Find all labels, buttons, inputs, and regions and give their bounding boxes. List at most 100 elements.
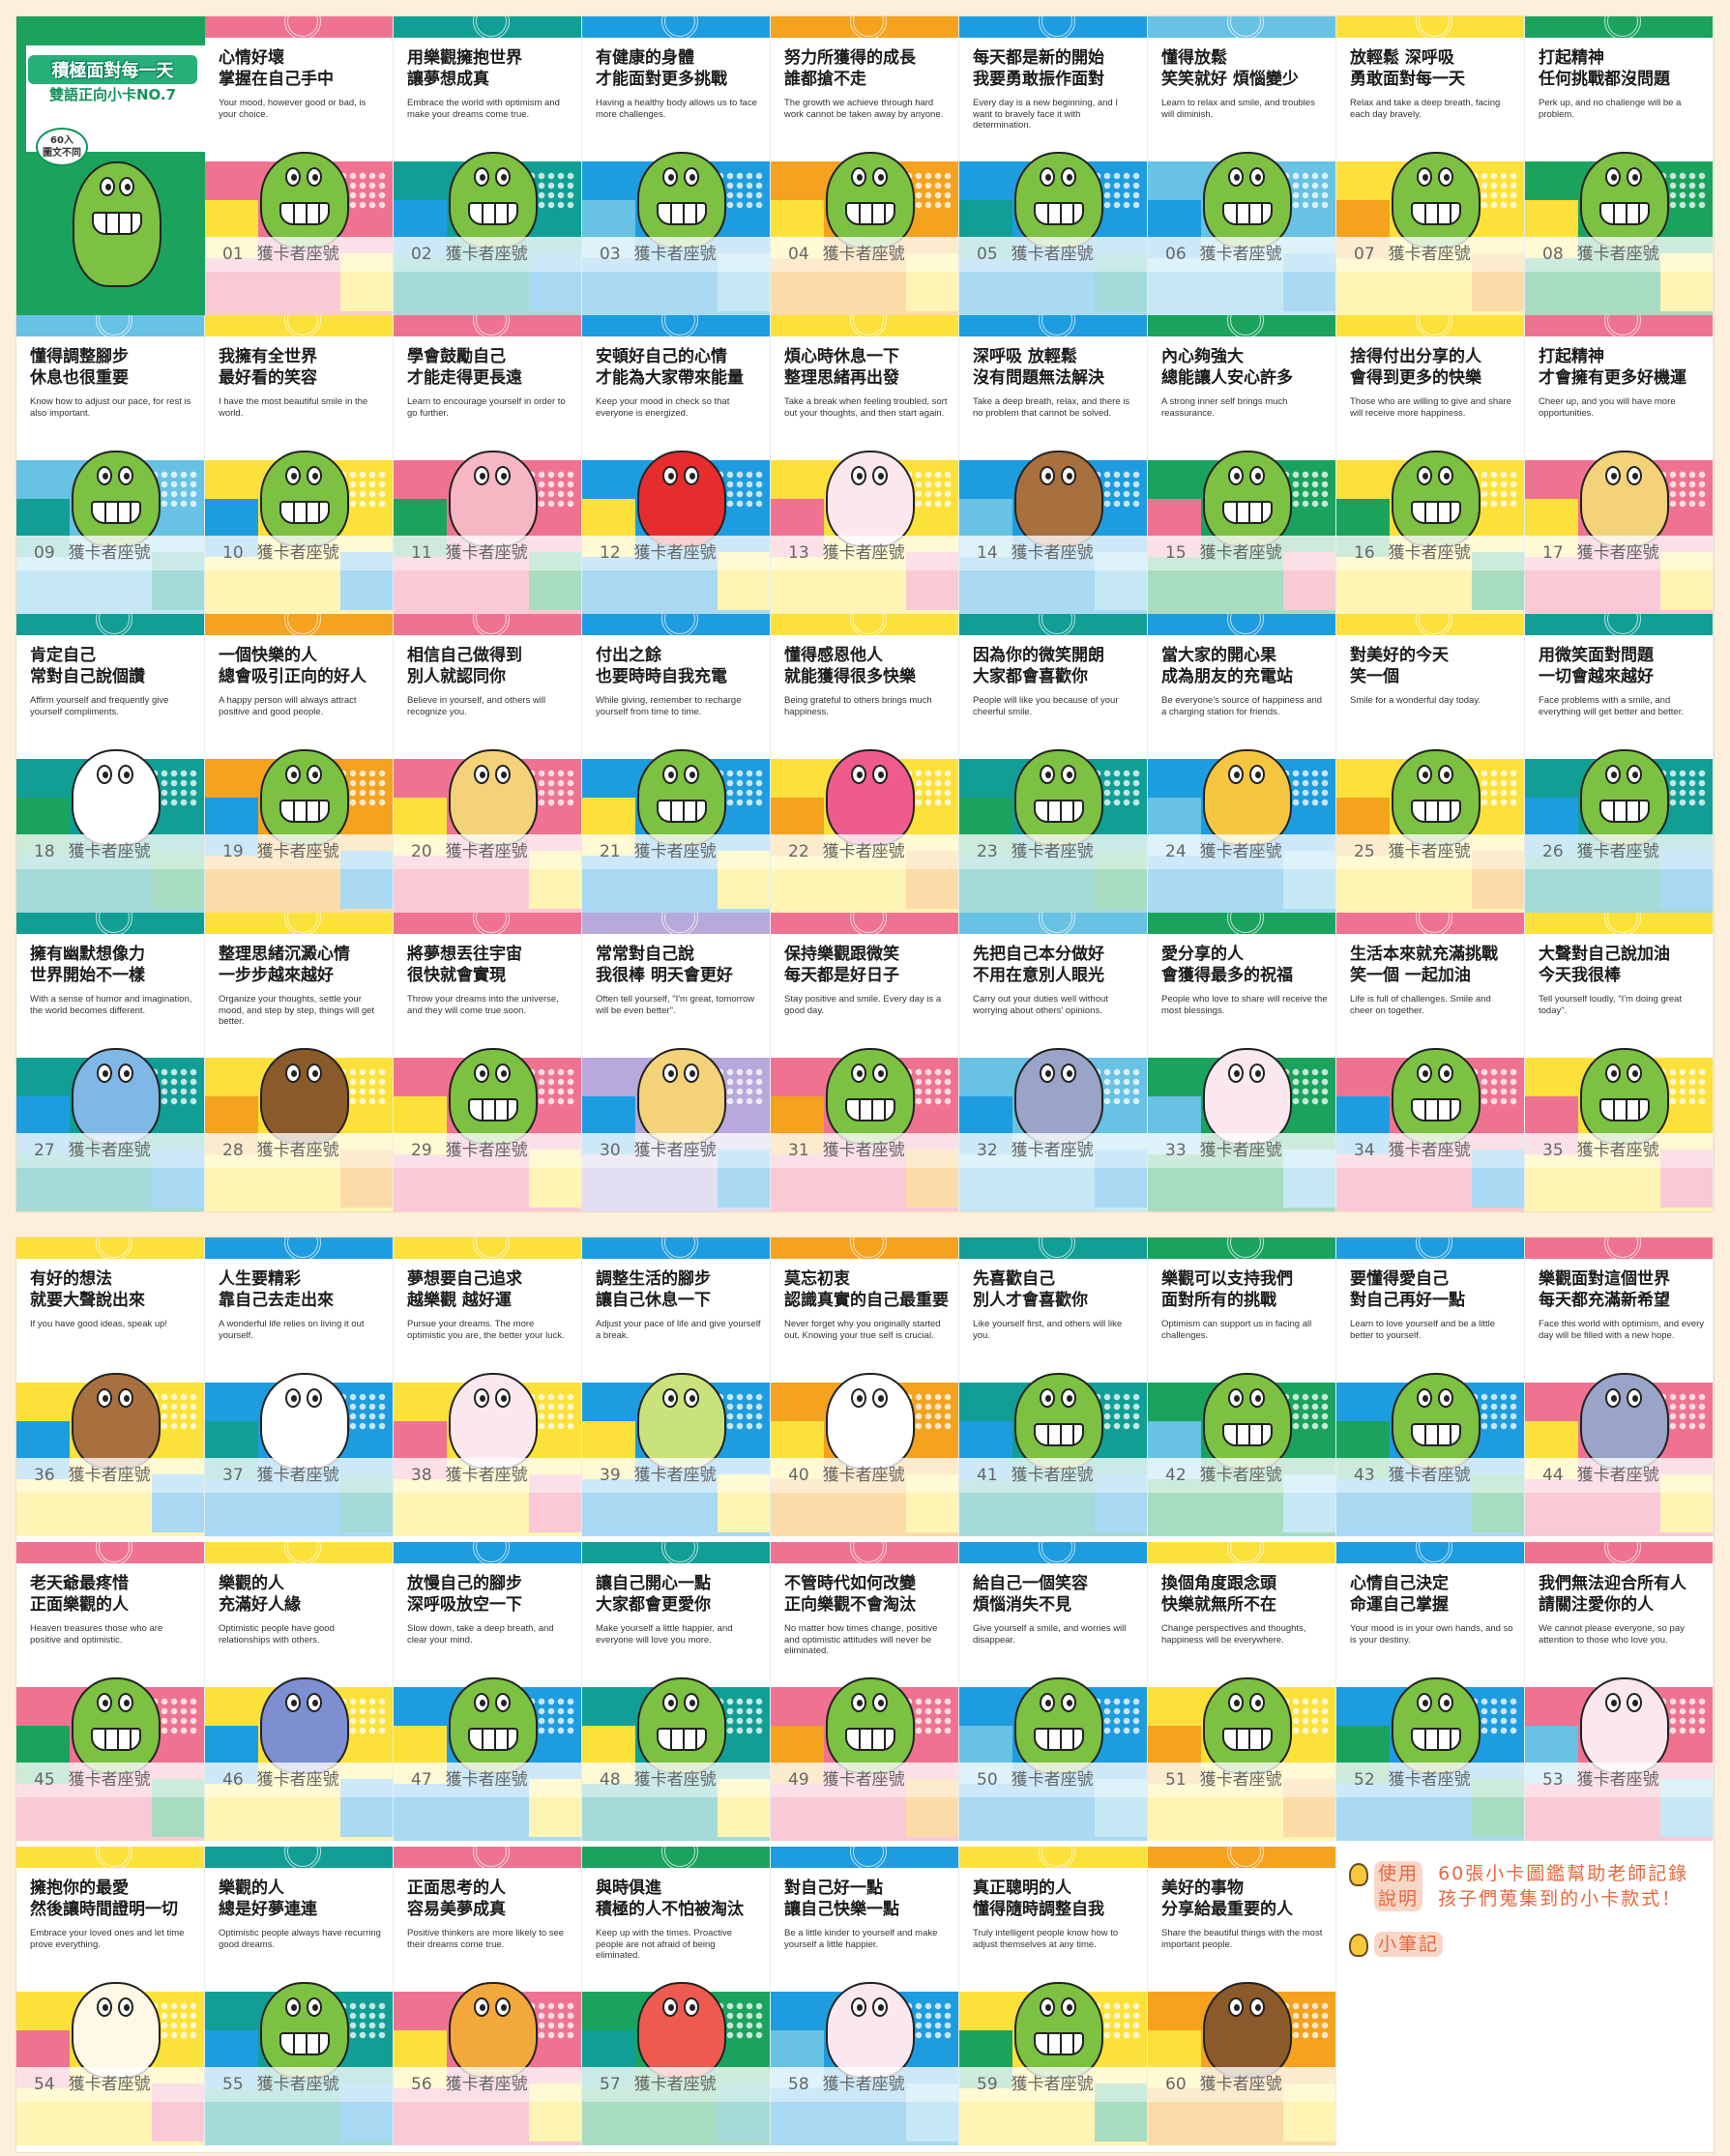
card: 因為你的微笑開朗 大家都會喜歡你 People will like you beca… xyxy=(959,614,1148,913)
card-bottom-fade xyxy=(205,570,393,614)
card-english-text: Never forget why you originally started … xyxy=(784,1319,941,1341)
card-number-strip: 57 獲卡者座號 xyxy=(582,2067,770,2102)
eye-icon xyxy=(1040,466,1055,485)
card-title-line: 有健康的身體 xyxy=(596,48,694,68)
card-title-line: 總能讓人安心許多 xyxy=(1161,368,1293,388)
card-title-line: 今天我很棒 xyxy=(1539,966,1621,985)
card-title-line: 深呼吸放空一下 xyxy=(407,1595,522,1615)
owner-seat-label: 獲卡者座號 xyxy=(822,245,905,264)
card-top-band xyxy=(394,315,581,338)
card-title-line: 分享給最重要的人 xyxy=(1161,1900,1293,1919)
teeth-icon xyxy=(1411,1098,1461,1122)
card-top-band xyxy=(1525,315,1713,338)
card-title-line: 調整生活的腳步 xyxy=(596,1269,711,1289)
card-number-strip: 51 獲卡者座號 xyxy=(1148,1763,1335,1797)
card-number: 40 xyxy=(788,1466,809,1485)
card-title-line: 懂得放鬆 xyxy=(1161,48,1227,68)
card-english-text: Face problems with a smile, and everythi… xyxy=(1539,695,1684,717)
card: 要懂得愛自己 對自己再好一點 Learn to love yourself and … xyxy=(1336,1238,1525,1536)
card-english-text: Keep your mood in check so that everyone… xyxy=(596,396,730,419)
card-title-line: 打起精神 xyxy=(1539,347,1604,366)
crocodile-illustration xyxy=(826,1677,915,1774)
eye-icon xyxy=(1417,1388,1432,1408)
card-bottom-fade xyxy=(959,272,1147,315)
pig-illustration xyxy=(449,451,538,547)
card-bottom-fade xyxy=(16,1797,204,1841)
card-title-line: 常常對自己說 xyxy=(596,945,694,964)
card-top-band xyxy=(771,315,958,338)
eye-icon xyxy=(97,1997,112,2017)
card-bottom-fade xyxy=(582,2102,770,2145)
crocodile-illustration xyxy=(637,152,726,248)
crocodile-illustration xyxy=(1014,749,1103,846)
card-english-text: Life is full of challenges. Smile and ch… xyxy=(1350,994,1491,1016)
card-english-text: With a sense of humor and imagination, t… xyxy=(30,994,192,1016)
crocodile-illustration xyxy=(1392,749,1481,846)
eye-icon xyxy=(99,177,115,196)
eye-icon xyxy=(1228,466,1244,485)
eye-icon xyxy=(1627,167,1642,187)
teeth-icon xyxy=(468,1098,518,1122)
lightbulb-icon xyxy=(1349,1862,1368,1886)
owner-seat-label: 獲卡者座號 xyxy=(445,2075,528,2094)
card-english-text: Adjust your pace of life and give yourse… xyxy=(596,1319,761,1341)
eye-icon xyxy=(495,765,511,784)
card-title: 先喜歡自己 別人才會喜歡你 xyxy=(973,1268,1141,1311)
card: 當大家的開心果 成為朋友的充電站 Be everyone's source of h… xyxy=(1148,614,1336,913)
card-title: 一個快樂的人 總會吸引正向的好人 xyxy=(219,645,387,687)
card-title-line: 整理思緒沉澱心情 xyxy=(219,945,350,964)
eye-icon xyxy=(1249,1063,1265,1083)
card-title: 樂觀可以支持我們 面對所有的挑戰 xyxy=(1161,1268,1330,1311)
card-english-text: Keep up with the times. Proactive people… xyxy=(596,1928,732,1961)
teeth-icon xyxy=(91,1728,141,1751)
monkey-illustration xyxy=(72,1373,161,1470)
owner-seat-label: 獲卡者座號 xyxy=(1199,1141,1282,1160)
card-english-text: Optimistic people always have recurring … xyxy=(219,1928,381,1950)
card-title-line: 樂觀可以支持我們 xyxy=(1161,1269,1293,1289)
card: 我們無法迎合所有人 請關注愛你的人 We cannot please everyon… xyxy=(1525,1542,1714,1841)
teeth-icon xyxy=(91,501,141,524)
teeth-icon xyxy=(845,202,895,225)
card-english-text: People will like you because of your che… xyxy=(973,695,1119,717)
card-top-band xyxy=(771,913,958,936)
crocodile-illustration xyxy=(260,152,349,248)
card: 打起精神 才會擁有更多好機運 Cheer up, and you will have… xyxy=(1525,315,1714,614)
card-number-strip: 38 獲卡者座號 xyxy=(394,1458,581,1493)
card-english-text: Truly intelligent people know how to adj… xyxy=(973,1928,1119,1950)
card-title-line: 每天都是好日子 xyxy=(784,966,899,985)
card-bottom-fade xyxy=(582,570,770,614)
card-number-strip: 05 獲卡者座號 xyxy=(959,237,1147,272)
card: 學會鼓勵自己 才能走得更長遠 Learn to encourage yourself… xyxy=(394,315,582,614)
card-title-line: 深呼吸 放輕鬆 xyxy=(973,347,1077,366)
card-title-line: 我很棒 明天會更好 xyxy=(596,966,733,985)
horse-illustration xyxy=(260,1048,349,1145)
card: 付出之餘 也要時時自我充電 While giving, remember to re… xyxy=(582,614,771,913)
owner-seat-label: 獲卡者座號 xyxy=(445,245,528,264)
teeth-icon xyxy=(1599,202,1650,225)
card-top-band xyxy=(771,1847,958,1870)
card-bottom-fade xyxy=(1525,869,1713,913)
dog-illustration xyxy=(637,1048,726,1145)
teeth-icon xyxy=(1034,2032,1084,2055)
eye-icon xyxy=(307,466,322,485)
card-bottom-fade xyxy=(1336,1797,1524,1841)
lion-illustration xyxy=(449,1982,538,2079)
eye-icon xyxy=(872,1997,888,2017)
card-top-band xyxy=(205,16,393,40)
card-top-band xyxy=(16,1542,204,1565)
card-title: 換個角度跟念頭 快樂就無所不在 xyxy=(1161,1573,1330,1616)
card-title-line: 面對所有的挑戰 xyxy=(1161,1291,1276,1310)
card-top-band xyxy=(16,1238,204,1261)
owner-seat-label: 獲卡者座號 xyxy=(256,245,339,264)
eye-icon xyxy=(307,167,322,187)
card-english-text: Stay positive and smile. Every day is a … xyxy=(784,994,942,1016)
card: 調整生活的腳步 讓自己休息一下 Adjust your pace of life a… xyxy=(582,1238,771,1536)
rabbit-illustration xyxy=(449,1373,538,1470)
card-english-text: Optimistic people have good relationship… xyxy=(219,1623,335,1646)
card-top-band xyxy=(771,1542,958,1565)
card-title-line: 休息也很重要 xyxy=(30,368,129,388)
card-number: 03 xyxy=(600,245,621,264)
card-title: 內心夠強大 總能讓人安心許多 xyxy=(1161,346,1330,389)
eye-icon xyxy=(662,765,678,784)
card-number-strip: 15 獲卡者座號 xyxy=(1148,536,1335,570)
